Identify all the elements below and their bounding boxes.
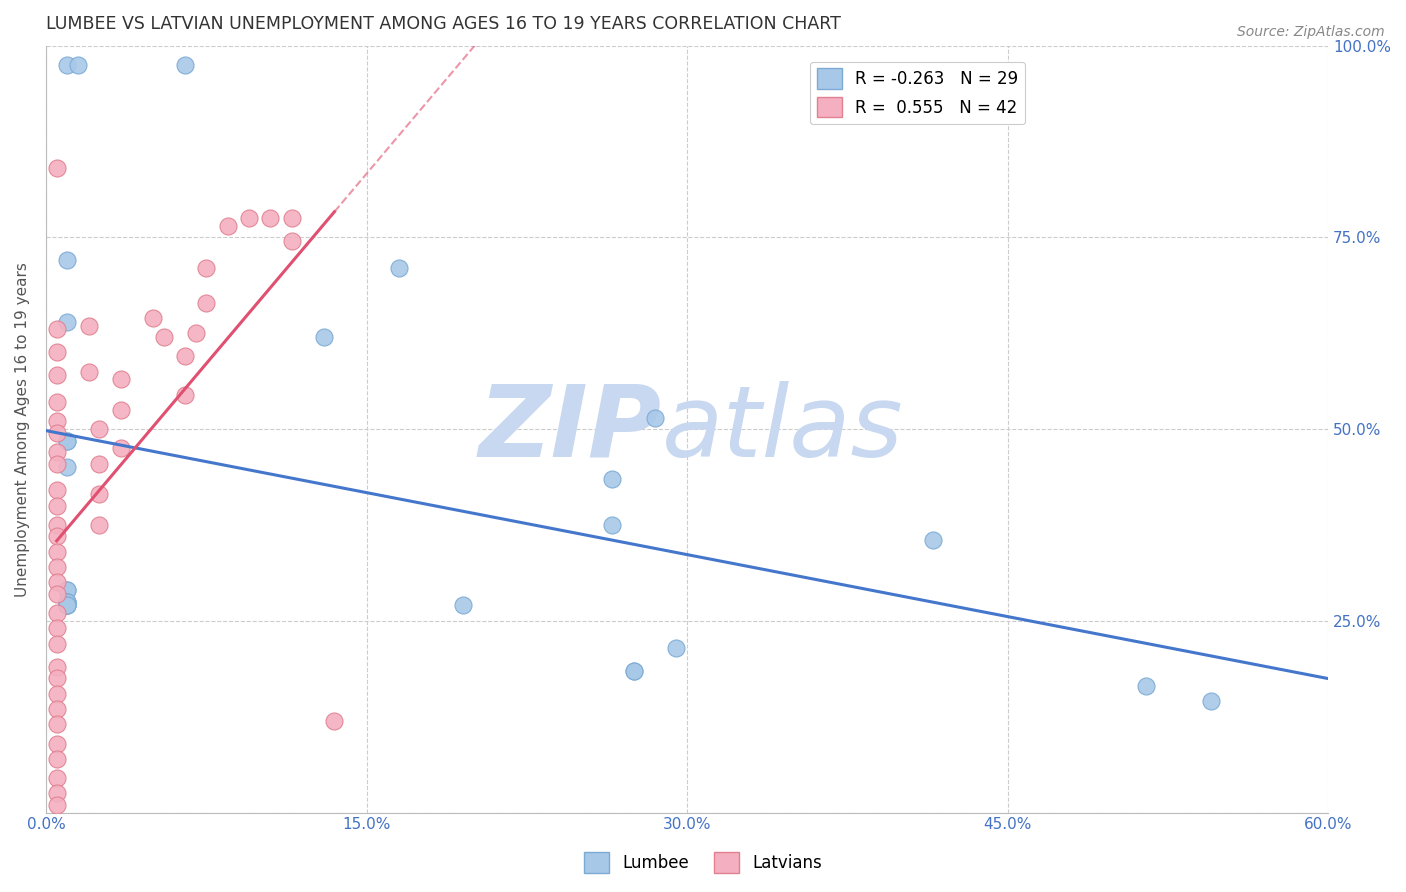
Point bbox=[56, 594, 79, 608]
Point bbox=[323, 714, 346, 728]
Point bbox=[45, 717, 67, 731]
Point bbox=[45, 737, 67, 751]
Point bbox=[89, 422, 111, 436]
Point bbox=[45, 752, 67, 766]
Point bbox=[45, 395, 67, 409]
Point bbox=[56, 594, 79, 608]
Point bbox=[45, 161, 67, 176]
Point bbox=[259, 211, 281, 226]
Point bbox=[45, 483, 67, 498]
Text: LUMBEE VS LATVIAN UNEMPLOYMENT AMONG AGES 16 TO 19 YEARS CORRELATION CHART: LUMBEE VS LATVIAN UNEMPLOYMENT AMONG AGE… bbox=[46, 15, 841, 33]
Point bbox=[45, 637, 67, 651]
Point bbox=[45, 687, 67, 701]
Point bbox=[45, 575, 67, 590]
Point bbox=[45, 702, 67, 716]
Point bbox=[600, 472, 623, 486]
Point bbox=[45, 414, 67, 428]
Y-axis label: Unemployment Among Ages 16 to 19 years: Unemployment Among Ages 16 to 19 years bbox=[15, 261, 30, 597]
Point bbox=[45, 545, 67, 559]
Point bbox=[173, 58, 195, 72]
Point bbox=[89, 457, 111, 471]
Point bbox=[665, 640, 688, 655]
Point bbox=[89, 518, 111, 533]
Point bbox=[312, 330, 335, 344]
Point bbox=[56, 583, 79, 598]
Point bbox=[142, 310, 165, 325]
Point bbox=[451, 599, 474, 613]
Legend: Lumbee, Latvians: Lumbee, Latvians bbox=[578, 846, 828, 880]
Point bbox=[280, 211, 302, 226]
Point bbox=[217, 219, 239, 233]
Point bbox=[623, 664, 645, 678]
Point bbox=[45, 425, 67, 440]
Point bbox=[195, 261, 218, 276]
Point bbox=[45, 660, 67, 674]
Point bbox=[45, 345, 67, 359]
Text: Source: ZipAtlas.com: Source: ZipAtlas.com bbox=[1237, 25, 1385, 39]
Point bbox=[45, 560, 67, 574]
Point bbox=[45, 529, 67, 543]
Point bbox=[45, 771, 67, 785]
Point bbox=[56, 58, 79, 72]
Point bbox=[56, 599, 79, 613]
Point bbox=[56, 599, 79, 613]
Point bbox=[56, 583, 79, 598]
Text: ZIP: ZIP bbox=[478, 381, 661, 477]
Point bbox=[56, 253, 79, 268]
Point bbox=[77, 365, 100, 379]
Point bbox=[110, 442, 132, 456]
Point bbox=[280, 234, 302, 248]
Point bbox=[110, 372, 132, 386]
Point bbox=[56, 434, 79, 448]
Point bbox=[45, 445, 67, 459]
Point bbox=[56, 594, 79, 608]
Point bbox=[56, 315, 79, 329]
Point bbox=[623, 664, 645, 678]
Point bbox=[173, 387, 195, 401]
Point bbox=[1199, 694, 1222, 708]
Point bbox=[45, 797, 67, 812]
Point bbox=[184, 326, 207, 341]
Point bbox=[66, 58, 89, 72]
Point bbox=[56, 434, 79, 448]
Legend: R = -0.263   N = 29, R =  0.555   N = 42: R = -0.263 N = 29, R = 0.555 N = 42 bbox=[810, 62, 1025, 124]
Point bbox=[45, 499, 67, 513]
Point bbox=[173, 349, 195, 363]
Point bbox=[152, 330, 174, 344]
Text: atlas: atlas bbox=[661, 381, 903, 477]
Point bbox=[45, 518, 67, 533]
Point bbox=[45, 786, 67, 800]
Point bbox=[1135, 679, 1157, 693]
Point bbox=[600, 518, 623, 533]
Point bbox=[644, 410, 666, 425]
Point bbox=[387, 261, 409, 276]
Point bbox=[56, 599, 79, 613]
Point bbox=[89, 487, 111, 501]
Point bbox=[45, 606, 67, 620]
Point bbox=[56, 599, 79, 613]
Point bbox=[45, 671, 67, 685]
Point bbox=[45, 368, 67, 383]
Point bbox=[45, 587, 67, 601]
Point bbox=[45, 457, 67, 471]
Point bbox=[110, 403, 132, 417]
Point bbox=[195, 295, 218, 310]
Point bbox=[238, 211, 260, 226]
Point bbox=[45, 622, 67, 636]
Point bbox=[56, 460, 79, 475]
Point bbox=[921, 533, 943, 548]
Point bbox=[45, 322, 67, 336]
Point bbox=[77, 318, 100, 333]
